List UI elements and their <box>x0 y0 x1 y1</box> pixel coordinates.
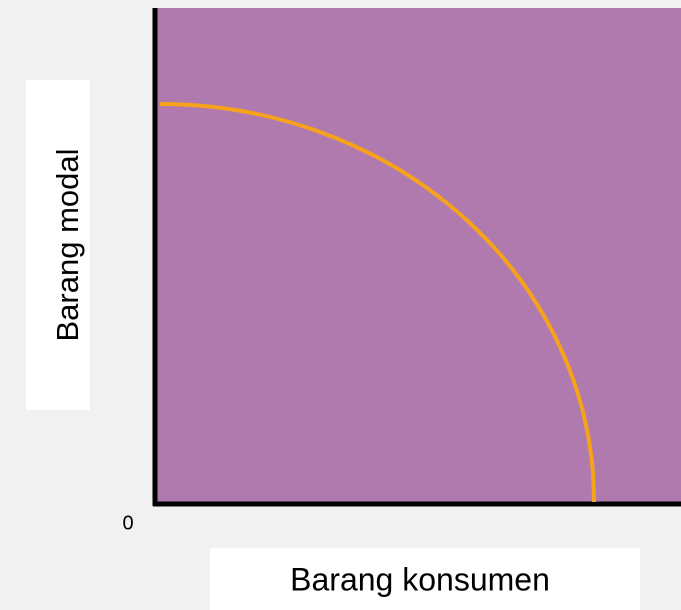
ppf-curve <box>159 102 597 503</box>
x-label-box <box>210 548 640 610</box>
x-axis-label: Barang konsumen <box>290 561 550 597</box>
y-label-box <box>26 80 90 410</box>
plot-area <box>155 8 681 504</box>
y-axis-label: Barang modal <box>50 148 85 341</box>
origin-label: 0 <box>122 512 133 534</box>
